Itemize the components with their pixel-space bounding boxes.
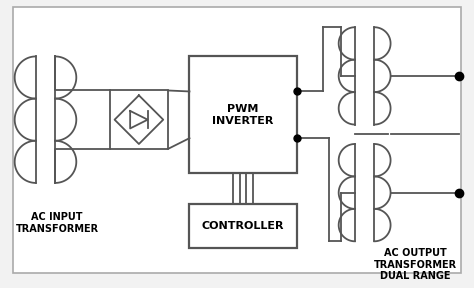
Bar bbox=[190, 204, 297, 248]
Text: PWM
INVERTER: PWM INVERTER bbox=[212, 104, 273, 126]
Text: AC INPUT
TRANSFORMER: AC INPUT TRANSFORMER bbox=[16, 212, 99, 234]
Text: CONTROLLER: CONTROLLER bbox=[202, 221, 284, 231]
Text: AC OUTPUT
TRANSFORMER
DUAL RANGE: AC OUTPUT TRANSFORMER DUAL RANGE bbox=[374, 248, 457, 281]
Bar bbox=[109, 90, 168, 149]
Bar bbox=[190, 56, 297, 173]
